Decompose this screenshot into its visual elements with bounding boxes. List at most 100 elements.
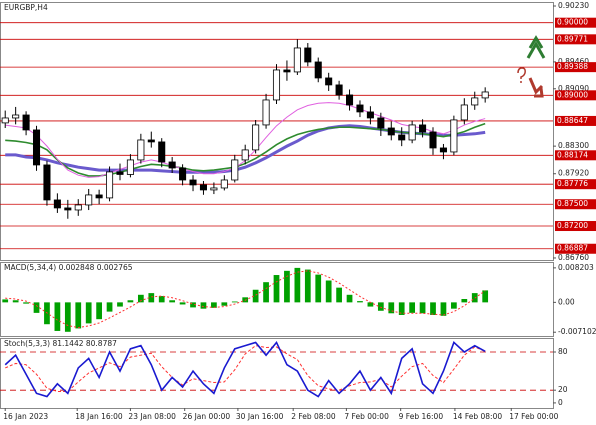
candle-body xyxy=(356,104,364,113)
y-tick-label: 0.00 xyxy=(558,297,575,306)
candle-body xyxy=(272,69,281,101)
candle-body xyxy=(335,84,343,96)
candle-body xyxy=(22,114,30,131)
macd-bar xyxy=(252,289,259,303)
macd-bar xyxy=(190,302,196,308)
x-tick-label: 17 Feb 00:00 xyxy=(509,412,558,421)
candle-body xyxy=(460,104,468,121)
candle-body xyxy=(12,114,20,119)
y-tick-label: 0.88300 xyxy=(558,141,589,150)
panel-title: EURGBP,H4 xyxy=(4,3,48,12)
y-tick-label: -0.007102 xyxy=(558,327,596,336)
macd-bar xyxy=(367,302,374,307)
macd-bar xyxy=(158,296,165,303)
level-label-box xyxy=(555,17,596,28)
candle-body xyxy=(231,159,239,181)
x-tick-label: 9 Feb 16:00 xyxy=(399,412,444,421)
macd-bar xyxy=(336,287,342,303)
candle-body xyxy=(325,77,333,86)
y-tick-label: 0.86760 xyxy=(558,253,589,262)
up-arrow xyxy=(526,40,546,59)
candle-body xyxy=(168,161,176,169)
x-tick-label: 26 Jan 00:00 xyxy=(183,412,231,421)
macd-bar xyxy=(54,302,61,331)
macd-bar xyxy=(294,267,301,303)
panel-frame xyxy=(0,2,554,261)
y-tick-label: 80 xyxy=(558,347,568,356)
macd-bar xyxy=(221,302,228,306)
y-tick-label: 0.89090 xyxy=(558,84,589,93)
candle-body xyxy=(53,199,61,209)
x-tick-label: 7 Feb 00:00 xyxy=(344,412,389,421)
candle-body xyxy=(116,171,124,175)
candle-body xyxy=(314,61,322,79)
candle-body xyxy=(199,184,207,191)
macd-bar xyxy=(127,300,134,303)
macd-bar xyxy=(346,294,353,303)
panel-title: MACD(5,34,4) 0.002848 0.002765 xyxy=(4,263,133,272)
x-tick-label: 23 Jan 08:00 xyxy=(128,412,176,421)
x-tick-label: 2 Feb 08:00 xyxy=(291,412,336,421)
macd-bar xyxy=(179,302,186,305)
level-label: 0.88647 xyxy=(557,116,588,125)
y-tick-label: 0.008203 xyxy=(558,263,594,272)
y-tick-label: 0.87920 xyxy=(558,169,589,178)
candle-body xyxy=(210,187,218,191)
candle-body xyxy=(106,171,114,199)
candle-body xyxy=(179,167,187,181)
candle-body xyxy=(64,207,72,211)
macd-bar xyxy=(211,302,217,308)
level-label-box xyxy=(555,179,596,190)
macd-bar xyxy=(419,302,426,314)
macd-bar xyxy=(2,299,9,303)
level-label-box xyxy=(555,62,596,73)
candle-body xyxy=(471,97,479,106)
panel-frame xyxy=(0,338,554,409)
candle-body xyxy=(220,179,228,189)
level-label: 0.87776 xyxy=(557,179,588,188)
y-tick-label: 0.89460 xyxy=(558,57,589,66)
macd-bar xyxy=(117,302,123,307)
macd-bar xyxy=(263,282,269,303)
macd-bar xyxy=(75,302,82,329)
level-label: 0.89388 xyxy=(557,62,588,71)
candle-body xyxy=(137,139,145,161)
macd-bar xyxy=(398,302,405,315)
macd-bar xyxy=(85,302,92,324)
candle-body xyxy=(429,131,437,149)
candle-body xyxy=(481,91,489,99)
y-tick-label: 0.90230 xyxy=(558,1,589,10)
macd-bar xyxy=(137,294,144,303)
candle-body xyxy=(43,164,51,201)
down-arrow xyxy=(528,77,544,95)
candle-body xyxy=(450,119,458,153)
x-tick-label: 18 Jan 16:00 xyxy=(75,412,123,421)
candle-body xyxy=(377,117,385,129)
macd-bar xyxy=(315,274,322,303)
candle-body xyxy=(262,99,270,126)
candle-body xyxy=(252,124,260,151)
macd-bar xyxy=(96,302,102,320)
level-label: 0.89000 xyxy=(557,90,588,99)
up-arrow-head xyxy=(528,35,544,49)
candle-body xyxy=(95,194,103,199)
candle-body xyxy=(398,134,406,141)
question-mark xyxy=(517,67,526,79)
level-label-box xyxy=(555,90,596,101)
question-dot xyxy=(520,81,522,83)
macd-bar xyxy=(284,270,290,303)
macd-bar xyxy=(231,301,238,303)
macd-bar xyxy=(12,300,19,303)
level-label-box xyxy=(555,221,596,232)
macd-bar xyxy=(451,302,457,309)
panel-frame xyxy=(0,262,554,337)
macd-bar xyxy=(106,302,113,312)
candle-body xyxy=(387,127,395,136)
level-label-box xyxy=(555,115,596,126)
level-label: 0.90000 xyxy=(557,18,588,27)
stoch-signal xyxy=(5,345,486,392)
panel-title: Stoch(5,3,3) 81.1442 80.8787 xyxy=(4,339,117,348)
candle-body xyxy=(1,117,9,124)
y-tick-label: 20 xyxy=(558,385,568,394)
